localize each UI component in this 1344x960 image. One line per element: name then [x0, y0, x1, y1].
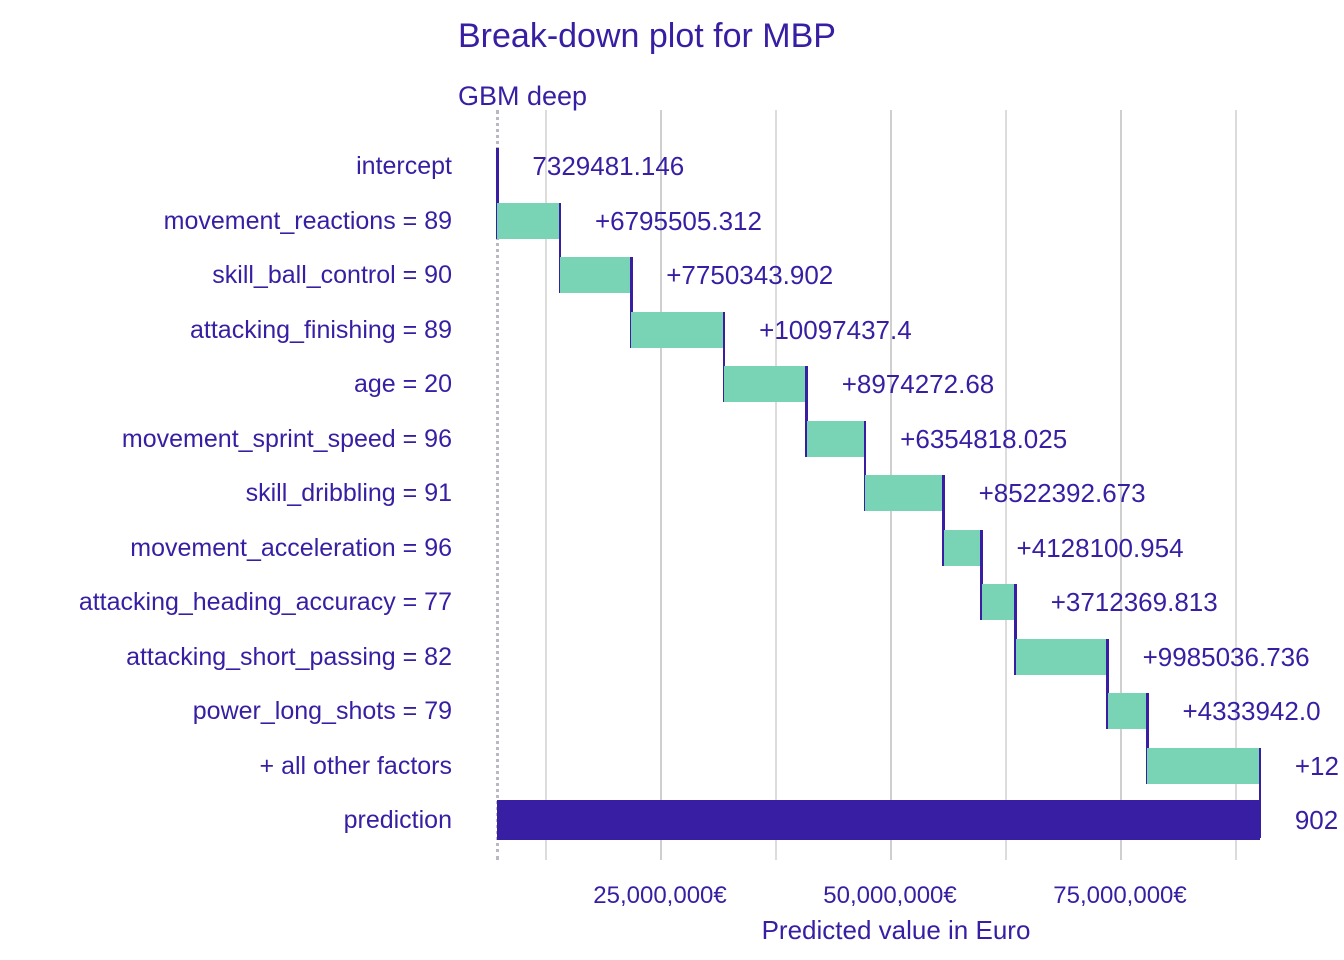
waterfall-bar [1147, 747, 1260, 784]
connector-line [496, 148, 499, 239]
value-label: +4333942.0 [1182, 696, 1321, 726]
value-label: +7750343.902 [666, 260, 834, 290]
x-tick-label: 75,000,000€ [1053, 882, 1187, 909]
connector-line [980, 529, 983, 620]
row-label: age = 20 [353, 370, 452, 398]
value-label: +8522392.673 [978, 478, 1146, 508]
waterfall-bar [631, 311, 725, 348]
chart-title: Break-down plot for MBP [458, 17, 836, 55]
value-label: +10097437.4 [759, 314, 912, 345]
prediction-bar [497, 800, 1260, 840]
baseline-dotted-line [495, 110, 499, 860]
x-tick-label: 25,000,000€ [593, 882, 727, 909]
waterfall-bar [981, 584, 1016, 620]
row-label: intercept [356, 152, 452, 180]
connector-line [558, 202, 562, 293]
value-label: +12 [1294, 750, 1339, 781]
waterfall-bar [943, 529, 982, 566]
connector-line [1146, 693, 1149, 784]
connector-line [1258, 747, 1262, 838]
value-label: +9985036.736 [1142, 641, 1310, 672]
row-label: attacking_heading_accuracy = 77 [78, 588, 452, 616]
gridline [775, 110, 777, 860]
row-label: skill_dribbling = 91 [245, 479, 452, 507]
waterfall-bar [497, 202, 560, 239]
row-label: prediction [343, 806, 452, 834]
connector-line [1014, 584, 1017, 675]
waterfall-bar [724, 366, 807, 402]
value-label: +6354818.025 [900, 423, 1068, 454]
connector-line [942, 475, 945, 566]
connector-line [1106, 638, 1109, 729]
connector-line [722, 311, 726, 402]
connector-line [805, 366, 808, 457]
gridline [545, 110, 547, 860]
row-label: movement_acceleration = 96 [130, 533, 452, 562]
gridline [1235, 110, 1237, 860]
value-label: 7329481.146 [532, 151, 685, 181]
waterfall-bar [1015, 638, 1108, 675]
row-label: power_long_shots = 79 [192, 697, 452, 725]
row-label: attacking_finishing = 89 [190, 315, 452, 344]
waterfall-bar [1107, 693, 1148, 729]
connector-line [630, 257, 633, 348]
value-label: +8974272.68 [841, 369, 995, 399]
x-tick-label: 50,000,000€ [823, 882, 957, 909]
x-axis-title: Predicted value in Euro [761, 915, 1031, 945]
gridline [1005, 110, 1007, 860]
waterfall-bar [865, 475, 944, 511]
row-label: skill_ball_control = 90 [212, 261, 452, 289]
value-label: +4128100.954 [1016, 532, 1184, 563]
gridline [1120, 110, 1122, 860]
value-label: +3712369.813 [1050, 587, 1218, 617]
chart-subtitle: GBM deep [458, 81, 588, 111]
row-label: + all other factors [259, 751, 452, 780]
row-label: attacking_short_passing = 82 [126, 642, 452, 671]
waterfall-bar [559, 257, 632, 293]
gridline [660, 110, 662, 860]
row-label: movement_reactions = 89 [163, 206, 452, 235]
connector-line [863, 420, 867, 511]
row-label: movement_sprint_speed = 96 [121, 424, 452, 453]
value-label: 902 [1294, 805, 1339, 835]
value-label: +6795505.312 [594, 205, 762, 236]
waterfall-bar [806, 420, 866, 457]
